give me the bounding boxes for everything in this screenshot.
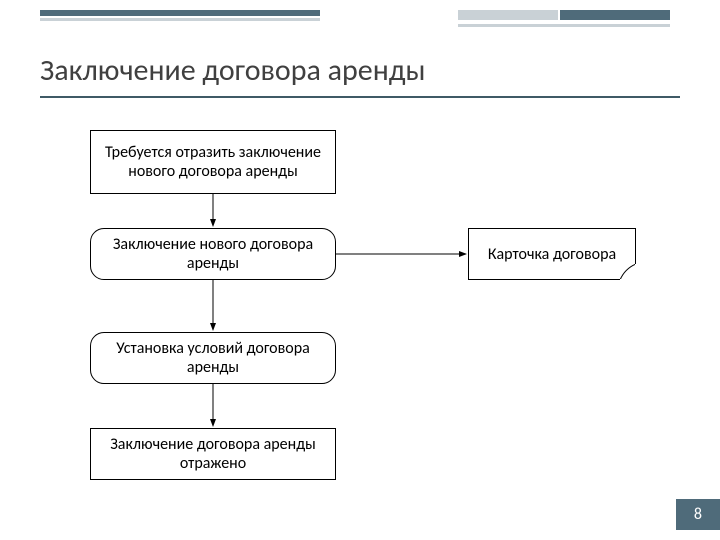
start-chevron-icon [90,193,336,204]
flow-step2-node: Установка условий договора аренды [90,332,336,384]
flow-end-label: Заключение договора аренды отражено [101,435,325,473]
title-underline [40,96,680,98]
flow-step1-label: Заключение нового договора аренды [101,235,325,273]
flow-start-label: Требуется отразить заключение нового дог… [101,143,325,181]
slide: Заключение договора аренды Требуется отр… [0,0,720,540]
flow-step2-label: Установка условий договора аренды [101,339,325,377]
flow-doc-label: Карточка договора [488,245,616,264]
flow-doc-node: Карточка договора [468,228,636,280]
page-title: Заключение договора аренды [40,52,425,89]
flow-step1-node: Заключение нового договора аренды [90,228,336,280]
page-curl-icon [620,264,636,280]
flow-start-node: Требуется отразить заключение нового дог… [90,130,336,194]
flow-end-node: Заключение договора аренды отражено [90,428,336,480]
page-number: 8 [676,499,720,530]
